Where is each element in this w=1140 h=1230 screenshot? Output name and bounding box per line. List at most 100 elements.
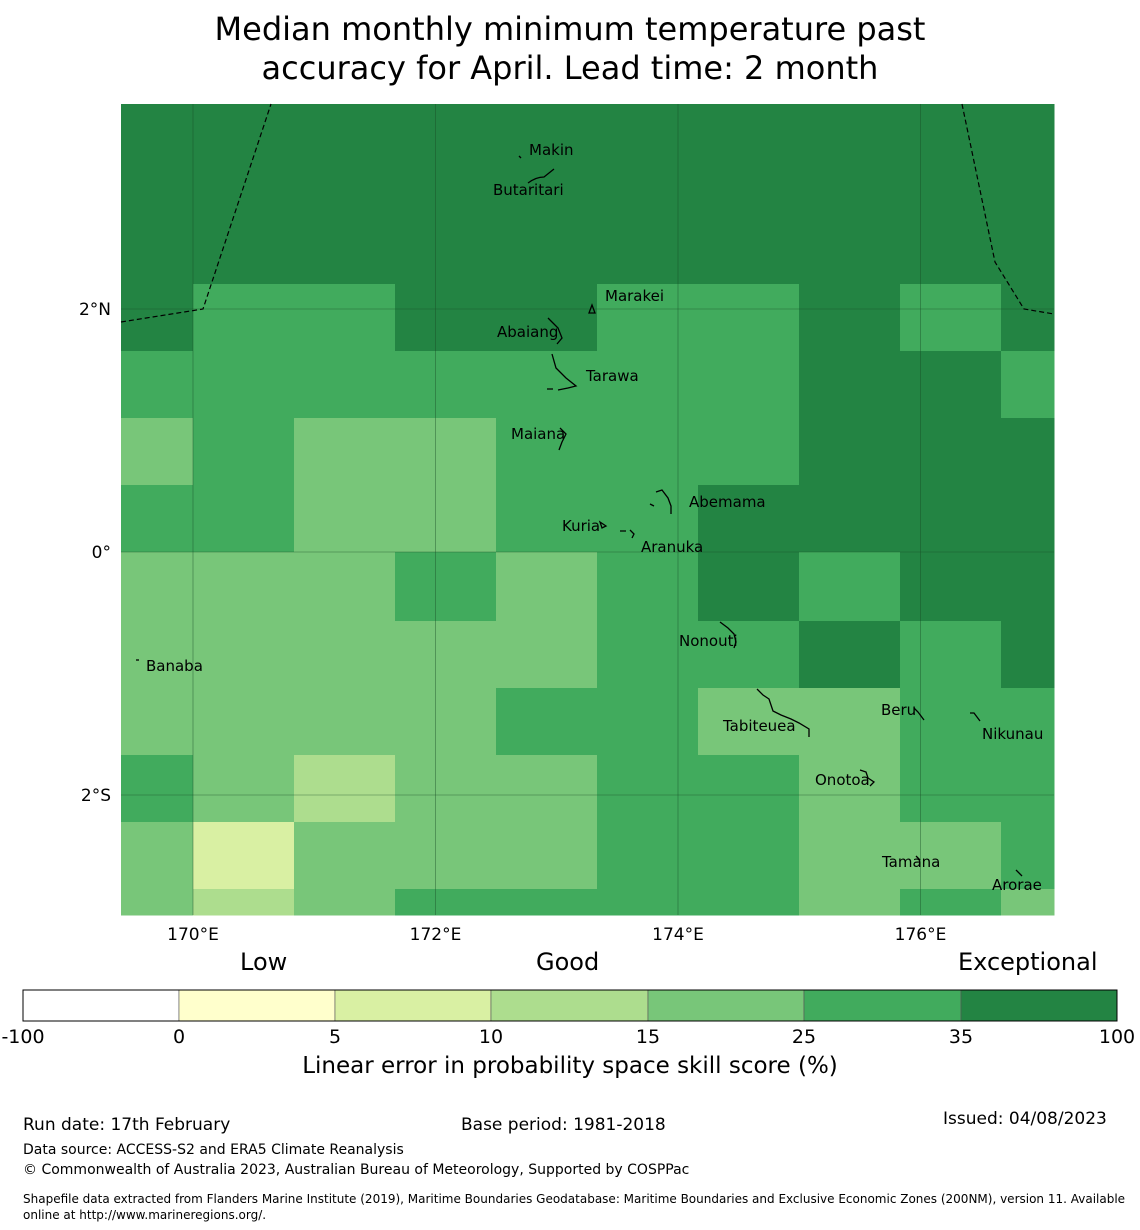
y-tick-label: 2°N — [79, 300, 111, 320]
heatmap-cell — [698, 104, 800, 195]
island-label-abemama: Abemama — [689, 493, 766, 511]
heatmap-cell — [900, 485, 1002, 553]
island-label-butaritari: Butaritari — [493, 181, 564, 199]
heatmap-cell — [294, 688, 396, 756]
heatmap-cell — [496, 621, 598, 689]
heatmap-cell — [496, 485, 598, 553]
island-label-marakei: Marakei — [605, 287, 664, 305]
x-tick-label: 174°E — [652, 925, 704, 945]
heatmap-cell — [294, 485, 396, 553]
island-outlines — [136, 155, 1023, 877]
heatmap-cell — [799, 104, 901, 195]
heatmap-cell — [193, 621, 295, 689]
heatmap-cell — [1001, 418, 1055, 486]
colorbar-tick-label: 25 — [792, 1026, 816, 1048]
heatmap-cell — [597, 755, 699, 823]
heatmap-cell — [294, 194, 396, 285]
heatmap-cell — [121, 485, 194, 553]
heatmap-cell — [121, 194, 194, 285]
heatmap-cell — [395, 351, 497, 419]
colorbar-segment — [22, 989, 180, 1022]
island-label-tarawa: Tarawa — [585, 367, 639, 385]
abemama-outline — [649, 489, 672, 514]
heatmap-cell — [1001, 688, 1055, 756]
heatmap-cell — [121, 284, 194, 352]
heatmap-cell — [1001, 822, 1055, 890]
heatmap-cell — [395, 284, 497, 352]
island-label-maiana: Maiana — [511, 425, 565, 443]
heatmap-cell — [900, 104, 1002, 195]
aranuka-outline — [620, 529, 635, 539]
heatmap-cell — [496, 688, 598, 756]
nonouti-outline — [719, 621, 737, 649]
heatmap-cell — [698, 485, 800, 553]
x-tick-label: 170°E — [167, 925, 219, 945]
heatmap-cell — [193, 284, 295, 352]
colorbar-segment — [803, 989, 962, 1022]
heatmap-cell — [698, 194, 800, 285]
heatmap-cell — [799, 418, 901, 486]
heatmap-cell — [193, 104, 295, 195]
heatmap-cell — [698, 889, 800, 916]
heatmap-cell — [121, 351, 194, 419]
heatmap-cell — [900, 552, 1002, 622]
colorbar-tick-label: 100 — [1099, 1026, 1135, 1048]
colorbar-tick-label: 35 — [949, 1026, 973, 1048]
heatmap-cells — [121, 104, 1055, 916]
heatmap-cell — [900, 688, 1002, 756]
heatmap-cell — [900, 889, 1002, 916]
colorbar-frame — [22, 989, 1118, 1022]
colorbar-tick-label: 10 — [479, 1026, 503, 1048]
heatmap-cell — [294, 104, 396, 195]
heatmap-cell — [193, 418, 295, 486]
heatmap-cell — [496, 889, 598, 916]
heatmap-cell — [900, 755, 1002, 823]
y-tick-label: 2°S — [81, 786, 111, 806]
abaiang-outline — [547, 317, 563, 345]
y-tick-label: 0° — [92, 543, 111, 563]
heatmap-cell — [698, 822, 800, 890]
colorbar-segment — [960, 989, 1118, 1022]
eez-boundary-west — [120, 103, 272, 323]
arorae-outline — [1015, 869, 1023, 877]
heatmap-cell — [121, 688, 194, 756]
heatmap-cell — [1001, 104, 1055, 195]
heatmap-cell — [900, 822, 1002, 890]
heatmap-cell — [121, 552, 194, 622]
heatmap-cell — [597, 104, 699, 195]
island-label-abaiang: Abaiang — [497, 323, 558, 341]
heatmap-cell — [1001, 485, 1055, 553]
heatmap-cell — [1001, 284, 1055, 352]
heatmap-cell — [193, 552, 295, 622]
copyright: © Commonwealth of Australia 2023, Austra… — [23, 1162, 690, 1178]
heatmap-cell — [597, 552, 699, 622]
colorbar-ticks: -100 0 5 10 15 25 35 100 — [1, 1026, 1135, 1048]
heatmap-cell — [496, 194, 598, 285]
base-period: Base period: 1981-2018 — [461, 1115, 666, 1135]
heatmap-cell — [597, 194, 699, 285]
island-label-aranuka: Aranuka — [641, 538, 703, 556]
heatmap-cell — [395, 194, 497, 285]
category-exceptional-label: Exceptional — [958, 948, 1098, 976]
maiana-outline — [558, 427, 567, 451]
heatmap-cell — [193, 688, 295, 756]
heatmap-cell — [496, 822, 598, 890]
tamana-outline — [915, 855, 921, 861]
island-label-nonouti: Nonouti — [679, 632, 738, 650]
heatmap-cell — [395, 688, 497, 756]
heatmap-cell — [597, 351, 699, 419]
heatmap-cell — [1001, 621, 1055, 689]
colorbar: -100 0 5 10 15 25 35 100 — [1, 989, 1135, 1048]
heatmap-cell — [121, 822, 194, 890]
heatmap-cell — [698, 688, 800, 756]
heatmap-cell — [193, 485, 295, 553]
tabiteuea-outline — [756, 688, 810, 737]
x-tick-label: 172°E — [410, 925, 462, 945]
marakei-outline — [588, 303, 596, 314]
heatmap-cell — [799, 822, 901, 890]
heatmap-cell — [799, 755, 901, 823]
island-label-tabiteuea: Tabiteuea — [722, 717, 796, 735]
island-label-tamana: Tamana — [881, 853, 940, 871]
heatmap-cell — [698, 351, 800, 419]
heatmap-cell — [1001, 889, 1055, 916]
